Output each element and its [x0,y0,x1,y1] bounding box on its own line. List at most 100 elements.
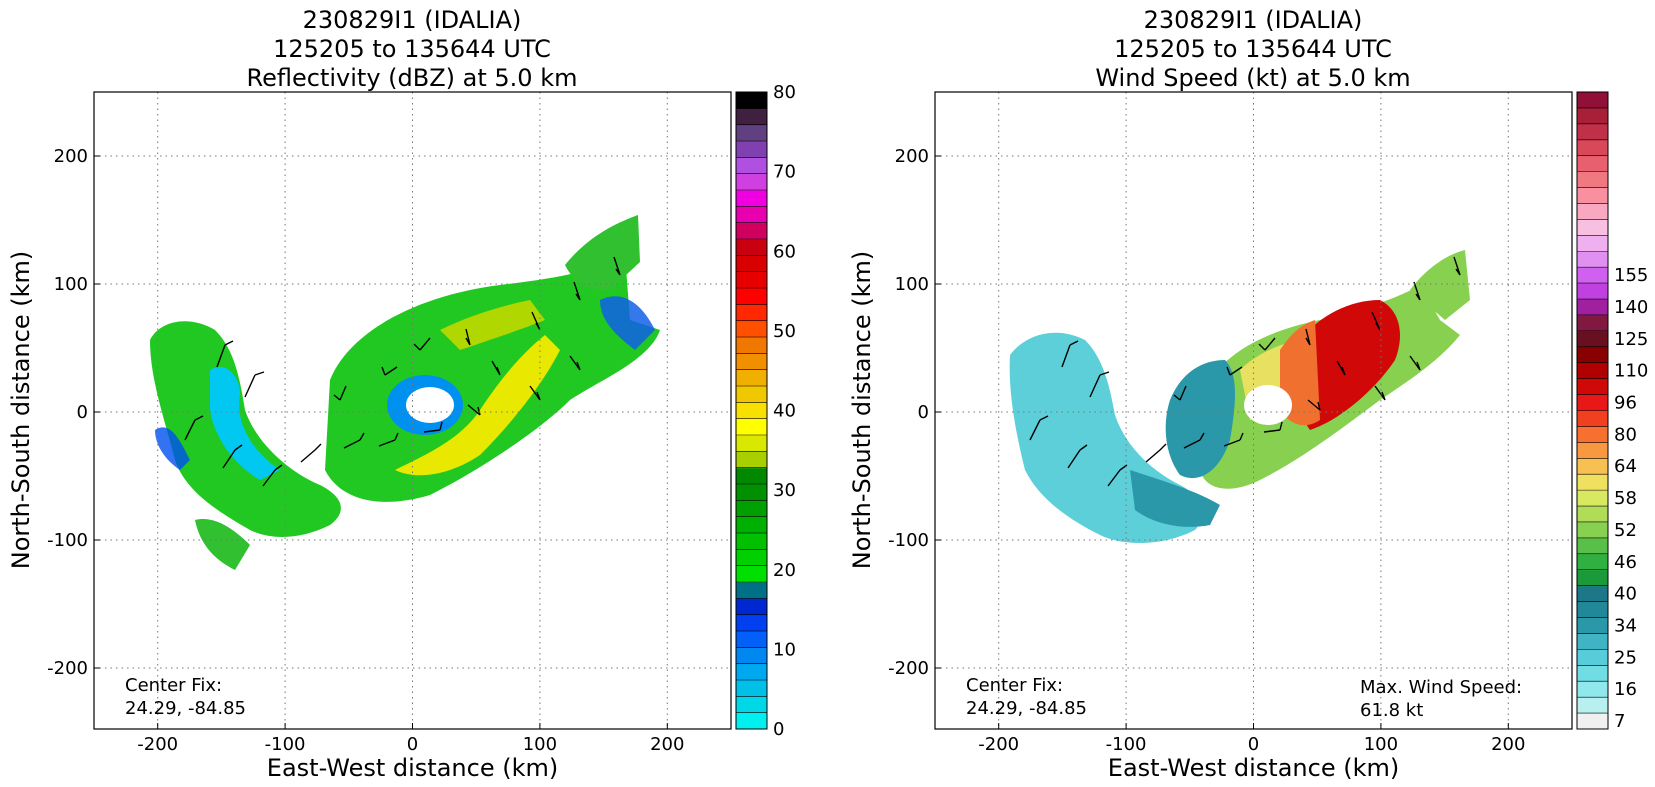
wind-y-tick-label: 100 [895,274,929,295]
colorbar-bin [736,255,767,273]
colorbar-bin [1577,267,1608,284]
wind-x-tick-label: 200 [1491,734,1525,755]
reflectivity-colorbar [736,92,767,730]
colorbar-bin [736,402,767,420]
colorbar-bin [736,549,767,567]
colorbar-bin [736,92,767,109]
colorbar-bin [736,451,767,469]
wind-barbs [1029,256,1461,487]
colorbar-bin [1577,442,1608,459]
reflectivity-y-tick-label: 200 [54,146,88,167]
wind-y-tick-label: 0 [918,402,929,423]
wind-colorbar-tick-label: 64 [1614,456,1637,477]
colorbar-bin [736,647,767,665]
reflectivity-x-tick-label: -200 [137,734,178,755]
wind-center-fix-value: 24.29, -84.85 [966,698,1087,719]
wind-colorbar-tick-label: 7 [1614,711,1625,732]
wind-y-axis-label: North-South distance (km) [848,251,876,570]
reflectivity-center-fix-label: Center Fix: [125,675,222,696]
colorbar-bin [736,663,767,681]
colorbar-bin [736,108,767,126]
colorbar-bin [1577,681,1608,698]
colorbar-bin [1577,330,1608,348]
colorbar-bin [1577,171,1608,189]
reflectivity-eye [406,387,454,423]
colorbar-bin [1577,490,1608,507]
colorbar-bin [1577,203,1608,220]
reflectivity-yellow-core [395,335,560,476]
colorbar-bin [1577,410,1608,427]
reflectivity-center-fix-value: 24.29, -84.85 [125,698,246,719]
colorbar-bin [736,500,767,518]
wind-colorbar-tick-label: 80 [1614,424,1637,445]
reflectivity-y-tick-label: 100 [54,274,88,295]
colorbar-bin [736,141,767,158]
wind-colorbar-tick-label: 46 [1614,552,1637,573]
wind-y-tick-label: 200 [895,146,929,167]
wind-speed-field [1009,250,1470,544]
reflectivity-lime-core [440,300,545,350]
max-wind-speed-value: 61.8 kt [1360,700,1423,721]
colorbar-bin [1577,426,1608,443]
colorbar-bin [736,467,767,485]
colorbar-bin [736,565,767,583]
colorbar-bin [736,696,767,714]
max-wind-speed-label: Max. Wind Speed: [1360,677,1522,698]
colorbar-bin [1577,506,1608,523]
reflectivity-panel: 230829I1 (IDALIA) 125205 to 135644 UTC R… [7,6,796,782]
reflectivity-x-tick-label: -100 [265,734,306,755]
colorbar-bin [1577,92,1608,109]
colorbar-bin [1577,569,1608,587]
colorbar-bin [736,190,767,207]
wind-inner-teal [1130,470,1220,527]
colorbar-bin [736,222,767,240]
colorbar-bin [1577,394,1608,411]
colorbar-bin [736,337,767,354]
colorbar-bin [1577,617,1608,634]
wind-colorbar-tick-label: 140 [1614,297,1648,318]
colorbar-bin [736,173,767,191]
reflectivity-west-band [150,321,341,537]
colorbar-bin [736,369,767,387]
wind-x-tick-label: -200 [978,734,1019,755]
colorbar-bin [1577,314,1608,332]
colorbar-bin [736,288,767,305]
colorbar-bin [736,435,767,452]
wind-colorbar-tick-label: 58 [1614,488,1637,509]
wind-colorbar-tick-label: 110 [1614,361,1648,382]
reflectivity-y-axis-label: North-South distance (km) [7,251,35,570]
wind-colorbar [1577,92,1608,730]
wind-title-line-2: 125205 to 135644 UTC [1114,35,1392,63]
colorbar-bin [1577,251,1608,268]
colorbar-bin [1577,553,1608,571]
wind-teal-core [1165,360,1235,479]
reflectivity-title-line-1: 230829I1 (IDALIA) [303,6,522,34]
wind-x-tick-label: 0 [1248,734,1259,755]
colorbar-bin [736,582,767,599]
wind-x-tick-label: -100 [1106,734,1147,755]
wind-ticks [935,155,1509,729]
colorbar-bin [736,598,767,616]
colorbar-bin [1577,633,1608,650]
reflectivity-y-tick-label: 0 [77,402,88,423]
reflectivity-title-line-2: 125205 to 135644 UTC [273,35,551,63]
reflectivity-x-tick-label: 200 [650,734,684,755]
wind-x-tick-label: 100 [1364,734,1398,755]
colorbar-bin [736,124,767,142]
colorbar-bin [1577,235,1608,252]
colorbar-bin [736,631,767,648]
colorbar-bin [1577,713,1608,730]
colorbar-bin [1577,123,1608,141]
reflectivity-title-line-3: Reflectivity (dBZ) at 5.0 km [247,64,578,92]
wind-title-line-1: 230829I1 (IDALIA) [1144,6,1363,34]
reflectivity-x-tick-label: 100 [523,734,557,755]
colorbar-bin [736,712,767,730]
reflectivity-blue-edge [600,296,655,350]
wind-colorbar-tick-label: 125 [1614,329,1648,350]
colorbar-bin [736,484,767,501]
reflectivity-y-tick-label: -100 [47,530,88,551]
wind-colorbar-frame [1576,91,1609,730]
colorbar-bin [736,386,767,403]
wind-colorbar-tick-label: 34 [1614,615,1637,636]
wind-y-tick-label: -100 [888,530,929,551]
